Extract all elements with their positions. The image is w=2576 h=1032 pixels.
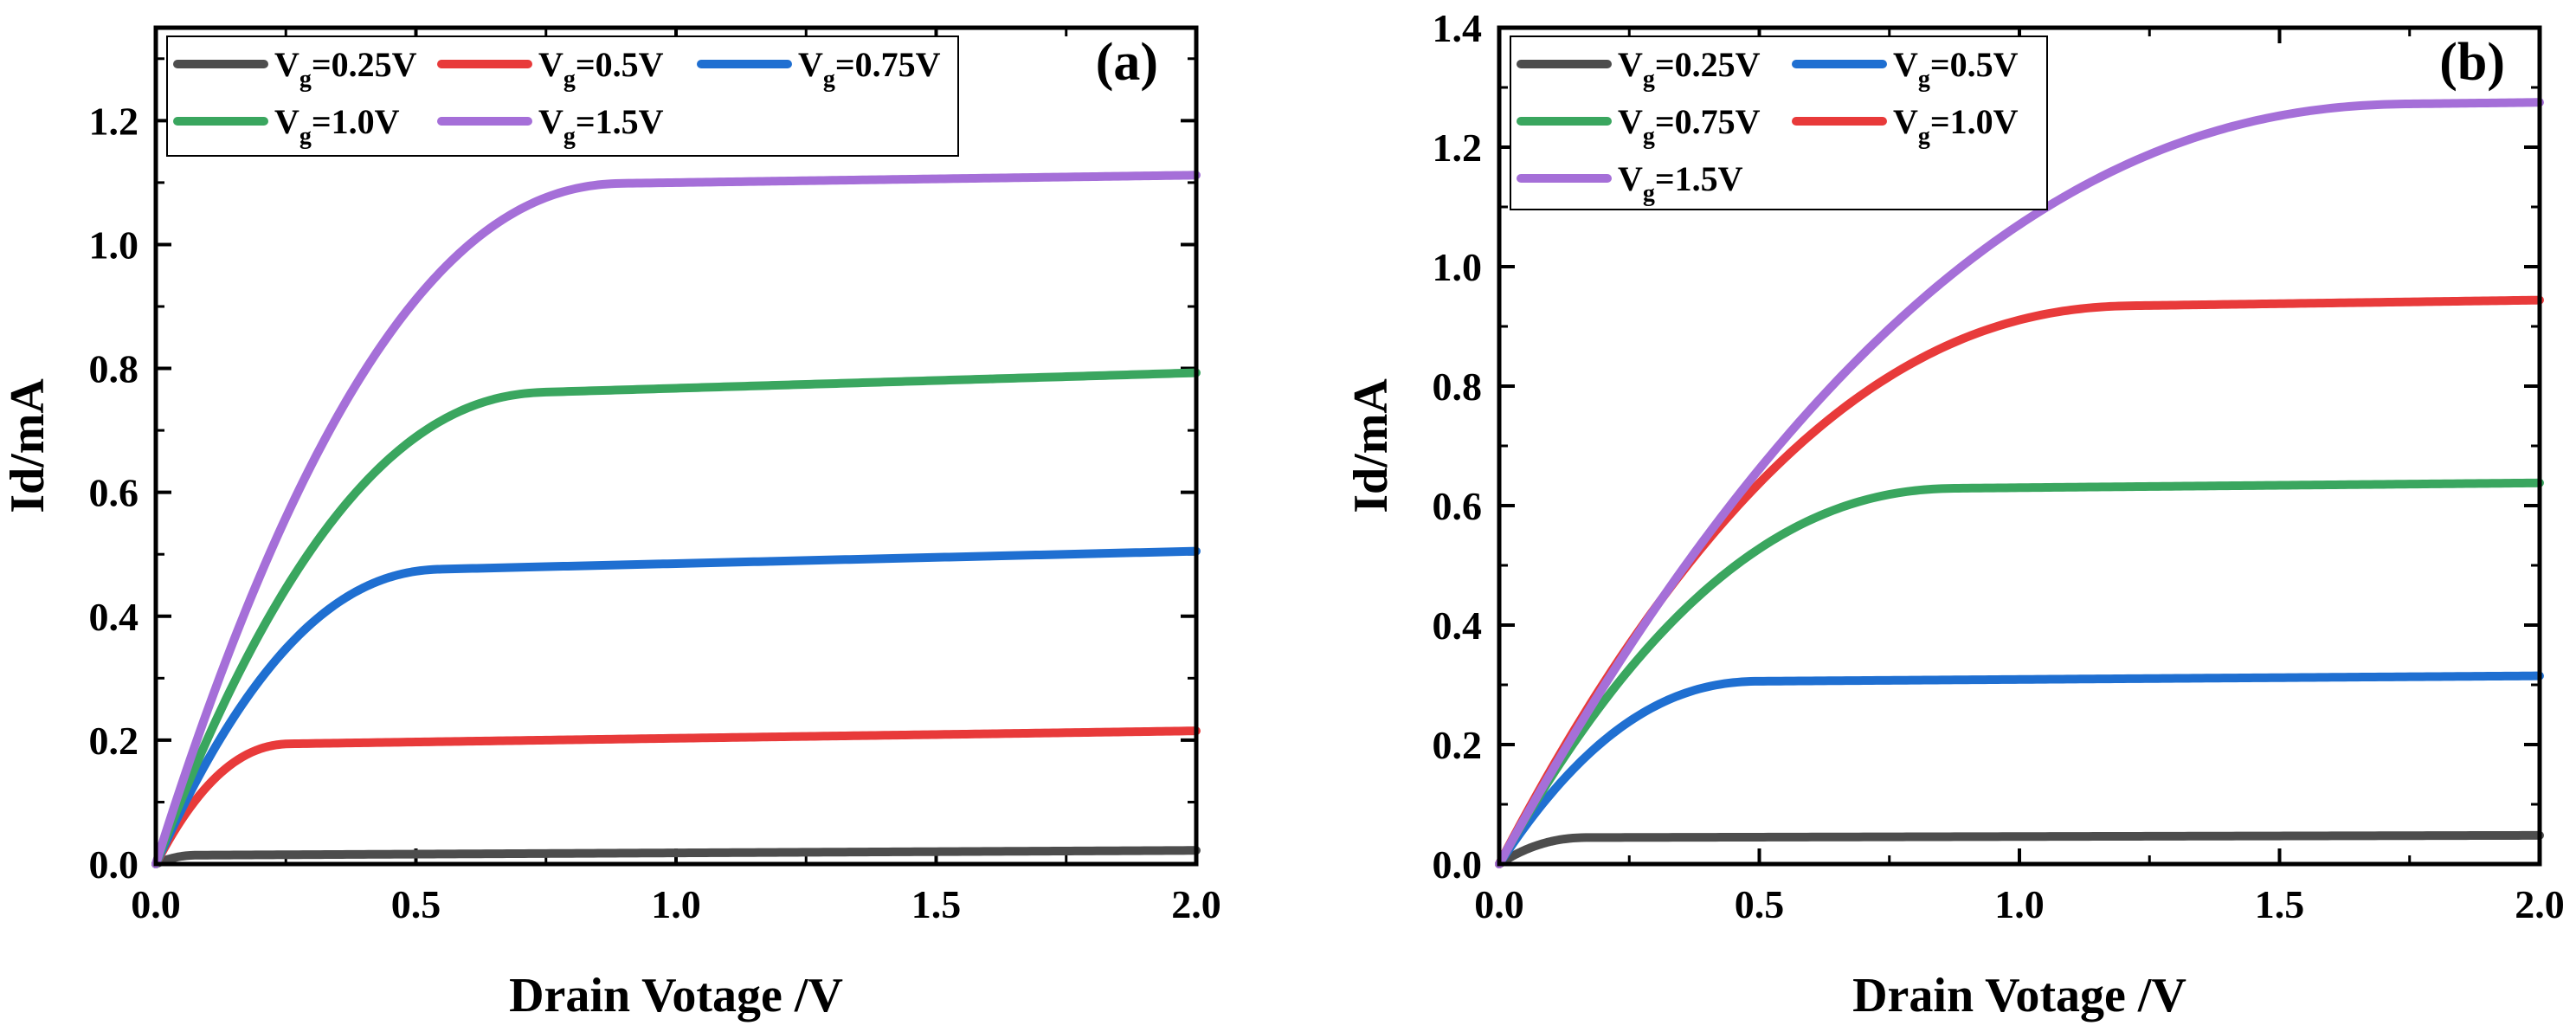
legend-label: Vg=0.5V <box>538 45 664 93</box>
series-line-vg-0-5v <box>151 726 1201 868</box>
series-lines <box>151 171 1201 868</box>
y-tick-label: 1.4 <box>1433 6 1483 50</box>
y-tick-label: 0.2 <box>89 719 139 763</box>
series-line-vg-0-5v <box>1495 671 2544 868</box>
x-tick-label: 1.5 <box>2255 882 2305 926</box>
panel-label: (a) <box>1096 33 1158 92</box>
y-tick-label: 0.4 <box>1433 603 1483 648</box>
legend-label: Vg=0.25V <box>1618 45 1761 93</box>
legend-item: Vg=0.75V <box>1517 102 1761 150</box>
legend-item: Vg=0.75V <box>697 45 941 93</box>
legend-label: Vg=0.25V <box>274 45 417 93</box>
y-tick-label: 1.2 <box>89 99 139 143</box>
plot-frame <box>153 25 1199 867</box>
y-tick-label: 0.6 <box>89 471 139 515</box>
x-tick-label: 1.5 <box>911 882 962 926</box>
legend: Vg=0.25V Vg=0.5V Vg=0.75V Vg=1.0V Vg=1.5V <box>1510 35 2048 210</box>
x-tick-label: 1.0 <box>1994 882 2045 926</box>
panel-a: 0.0 0.5 1.0 1.5 2.0 0.0 0.2 0.4 0.6 0.8 1.0 1.2 Drai… <box>1 25 1221 1022</box>
y-tick-label: 0.0 <box>1433 842 1483 887</box>
y-tick-label: 1.2 <box>1433 126 1483 170</box>
legend-item: Vg=0.25V <box>173 45 417 93</box>
panel-b: 0.0 0.5 1.0 1.5 2.0 0.0 0.2 0.4 0.6 0.8 1.0 1.2 1.4 D… <box>1344 6 2565 1022</box>
series-line-vg-1-5v <box>1495 98 2544 868</box>
x-axis-title: Drain Votage /V <box>509 969 843 1022</box>
x-tick-label: 0.5 <box>391 882 441 926</box>
legend-box <box>166 35 959 157</box>
series-line-vg-1-0v <box>151 368 1201 868</box>
panel-label: (b) <box>2439 33 2505 92</box>
y-tick-label: 1.0 <box>89 223 139 267</box>
legend-label: Vg=0.5V <box>1893 45 2019 93</box>
y-tick-label: 0.0 <box>89 842 139 887</box>
series-line-vg-0-75v <box>151 546 1201 868</box>
legend-label: Vg=1.5V <box>1618 159 1743 207</box>
x-tick-label: 0.0 <box>131 882 181 926</box>
legend-label: Vg=1.5V <box>538 102 664 150</box>
legend-label: Vg=0.75V <box>1618 102 1761 150</box>
legend-label: Vg=1.0V <box>274 102 400 150</box>
legend-item: Vg=0.5V <box>437 45 664 93</box>
series-line-vg-1-5v <box>151 171 1201 868</box>
series-lines <box>1495 98 2544 868</box>
x-tick-label: 0.0 <box>1474 882 1524 926</box>
y-tick-label: 0.8 <box>1433 364 1483 409</box>
series-line-vg-0-25v <box>151 846 1201 868</box>
y-axis-title: Id/mA <box>1344 378 1398 513</box>
legend-label: Vg=0.75V <box>798 45 941 93</box>
legend-label: Vg=1.0V <box>1893 102 2019 150</box>
series-line-vg-0-25v <box>1495 830 2544 868</box>
y-axis-title: Id/mA <box>1 378 55 513</box>
x-tick-label: 2.0 <box>1171 882 1221 926</box>
x-tick-label: 0.5 <box>1735 882 1785 926</box>
legend-item: Vg=0.5V <box>1792 45 2019 93</box>
legend-item: Vg=1.5V <box>437 102 664 150</box>
legend-item: Vg=1.0V <box>1792 102 2019 150</box>
x-tick-label: 2.0 <box>2515 882 2565 926</box>
x-axis-title: Drain Votage /V <box>1852 969 2186 1022</box>
legend-item: Vg=0.25V <box>1517 45 1761 93</box>
y-tick-label: 0.2 <box>1433 723 1483 767</box>
legend-item: Vg=1.0V <box>173 102 400 150</box>
series-line-vg-1-0v <box>1495 295 2544 868</box>
y-tick-label: 1.0 <box>1433 245 1483 289</box>
y-tick-label: 0.6 <box>1433 484 1483 528</box>
x-tick-label: 1.0 <box>651 882 701 926</box>
series-line-vg-0-75v <box>1495 478 2544 868</box>
y-tick-label: 0.4 <box>89 595 139 639</box>
legend-item: Vg=1.5V <box>1517 159 1743 207</box>
plot-frame <box>1497 25 2542 867</box>
y-tick-label: 0.8 <box>89 347 139 391</box>
legend: Vg=0.25V Vg=0.5V Vg=0.75V Vg=1.0V Vg=1.5V <box>166 35 959 157</box>
